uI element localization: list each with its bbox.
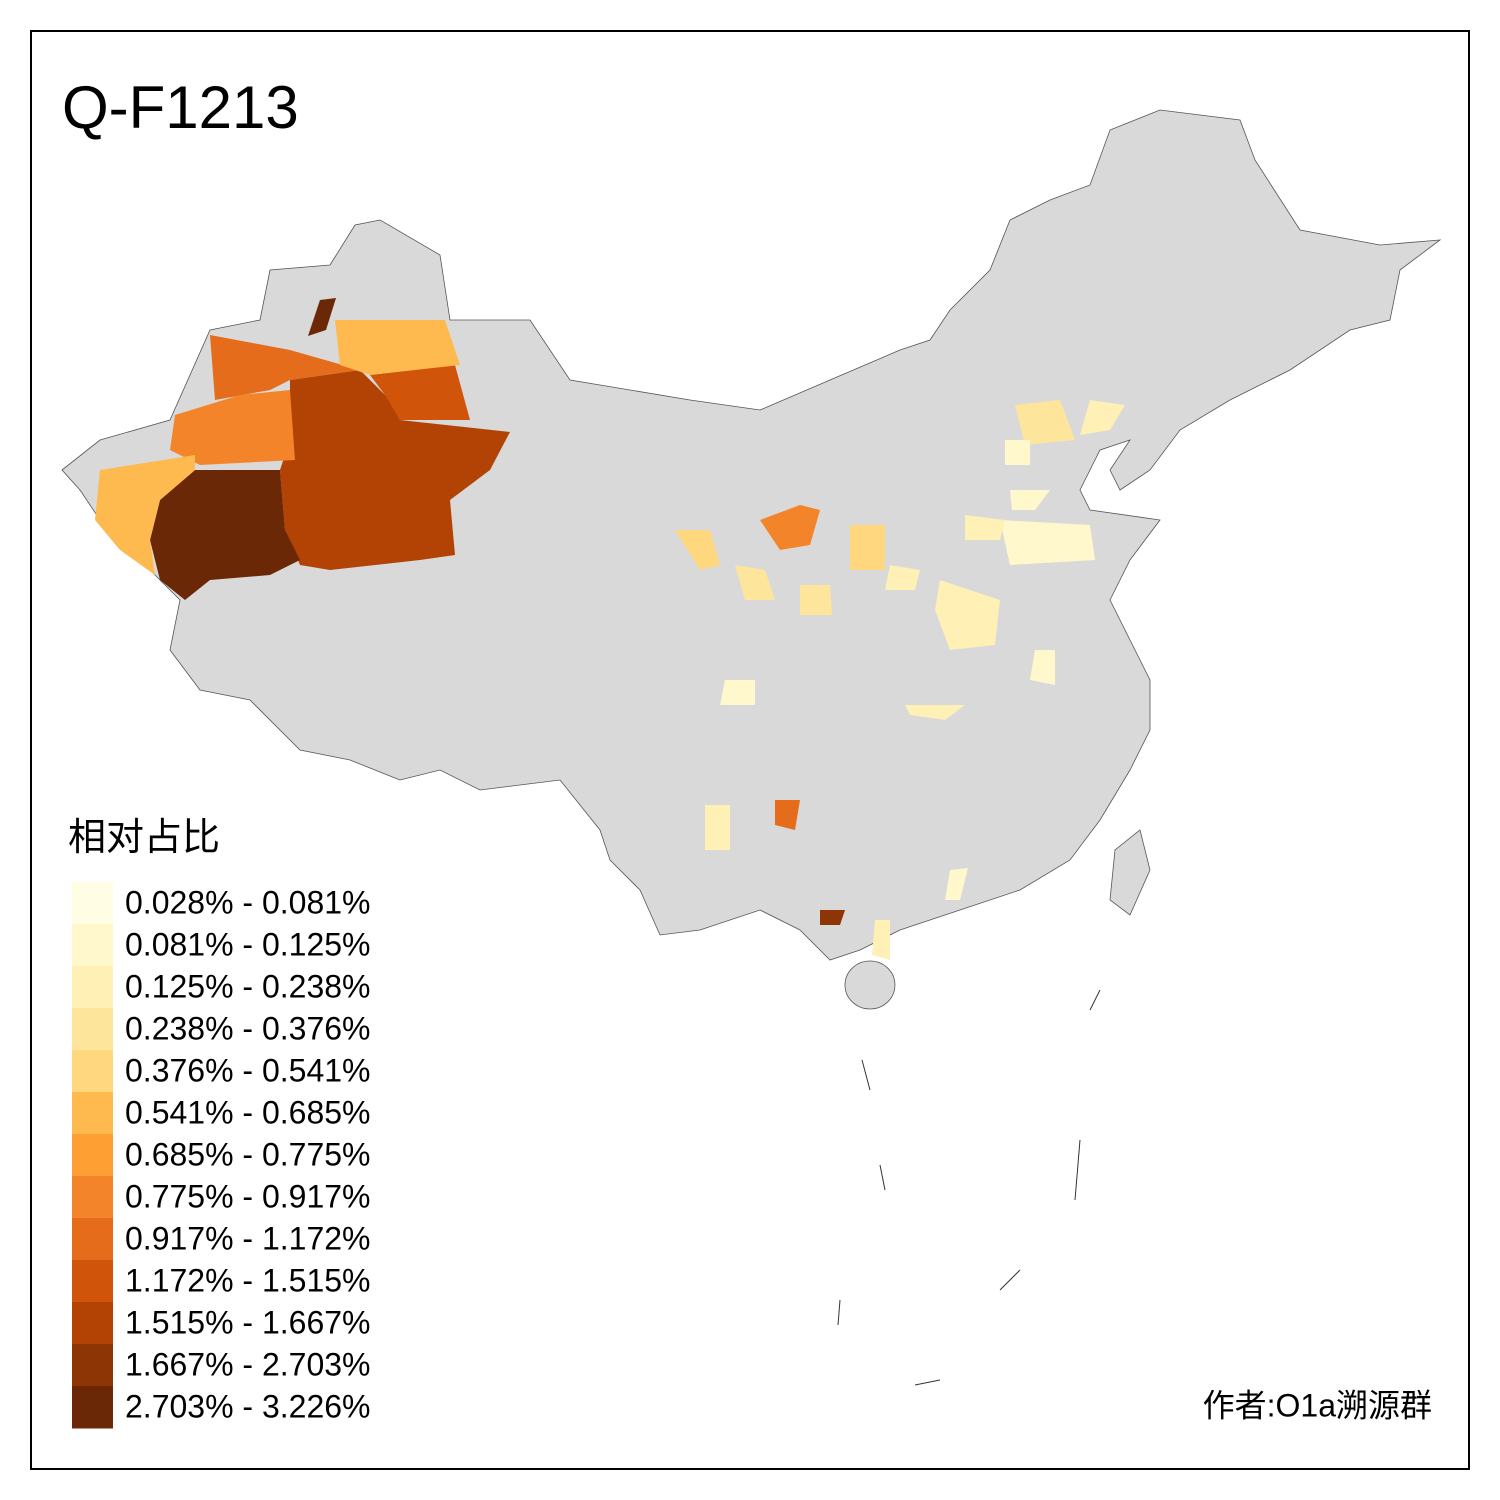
region: [308, 298, 336, 336]
region: [1030, 650, 1055, 685]
legend: 0.028% - 0.081% 0.081% - 0.125% 0.125% - 0…: [72, 882, 371, 1429]
region: [935, 580, 1000, 650]
region: [1010, 490, 1050, 510]
legend-swatch: [72, 1302, 113, 1345]
legend-swatch: [72, 1008, 113, 1051]
regions: [95, 298, 1125, 960]
region: [945, 868, 968, 900]
region: [965, 515, 1005, 540]
region: [1005, 440, 1030, 465]
legend-label: 0.541% - 0.685%: [125, 1094, 371, 1130]
legend-label: 0.238% - 0.376%: [125, 1010, 371, 1046]
legend-swatch: [72, 1176, 113, 1219]
region: [720, 680, 755, 705]
legend-swatch: [72, 882, 113, 925]
region: [150, 470, 300, 600]
legend-swatch: [72, 1344, 113, 1387]
island: [844, 960, 896, 1010]
region: [370, 365, 470, 420]
region: [775, 800, 800, 830]
legend-swatch: [72, 1218, 113, 1261]
legend-swatch: [72, 1092, 113, 1135]
region: [95, 455, 195, 575]
region: [280, 370, 510, 570]
legend-swatch: [72, 1050, 113, 1093]
map-title: Q-F1213: [62, 74, 299, 141]
region: [1000, 520, 1095, 565]
region: [1080, 400, 1125, 435]
region: [170, 390, 295, 465]
region: [800, 585, 832, 615]
region: [872, 920, 890, 960]
region: [335, 320, 460, 375]
legend-label: 0.376% - 0.541%: [125, 1052, 371, 1088]
legend-label: 1.515% - 1.667%: [125, 1304, 371, 1340]
legend-label: 0.775% - 0.917%: [125, 1178, 371, 1214]
legend-label: 0.028% - 0.081%: [125, 884, 371, 920]
region: [210, 335, 360, 400]
legend-swatch: [72, 1260, 113, 1303]
author-credit: 作者:O1a溯源群: [1203, 1387, 1432, 1423]
legend-label: 2.703% - 3.226%: [125, 1388, 371, 1424]
legend-swatch: [72, 966, 113, 1009]
legend-label: 0.917% - 1.172%: [125, 1220, 371, 1256]
legend-label: 1.172% - 1.515%: [125, 1262, 371, 1298]
region: [905, 705, 965, 720]
boundary-dashes: [837, 989, 1101, 1386]
legend-label: 1.667% - 2.703%: [125, 1346, 371, 1382]
region: [705, 805, 730, 850]
legend-swatch: [72, 924, 113, 967]
island: [1109, 829, 1151, 916]
legend-title: 相对占比: [68, 817, 220, 859]
legend-label: 0.125% - 0.238%: [125, 968, 371, 1004]
region: [820, 910, 845, 925]
region: [760, 505, 820, 550]
region: [1015, 400, 1075, 445]
region: [735, 565, 775, 600]
region: [885, 565, 920, 590]
region: [675, 530, 720, 570]
legend-swatch: [72, 1386, 113, 1429]
legend-swatch: [72, 1134, 113, 1177]
legend-label: 0.685% - 0.775%: [125, 1136, 371, 1172]
legend-label: 0.081% - 0.125%: [125, 926, 371, 962]
region: [850, 525, 885, 570]
